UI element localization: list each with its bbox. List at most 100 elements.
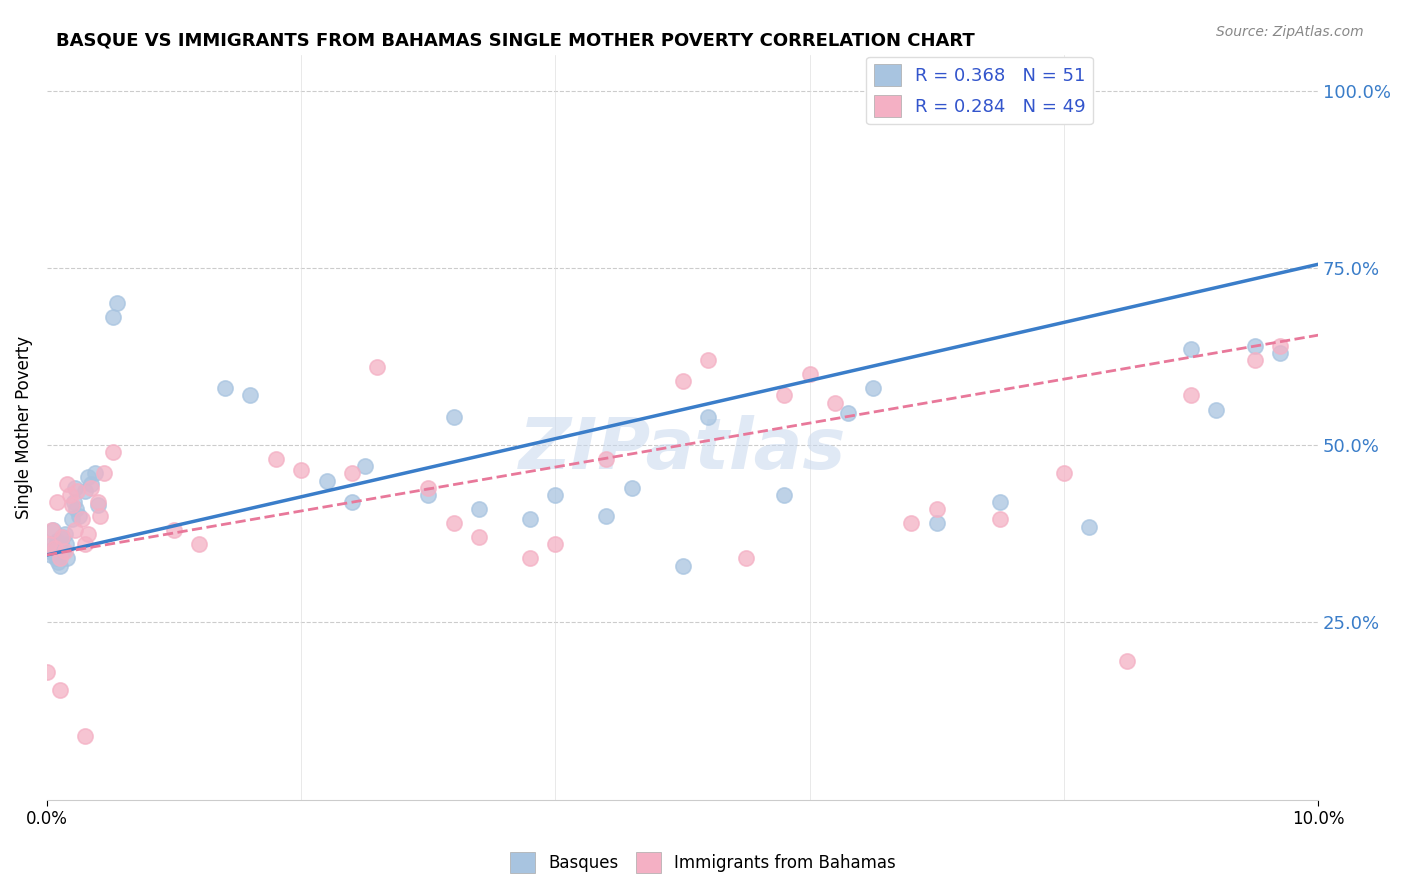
Point [73, 729, 96, 743]
Point [38, 537, 60, 551]
Point [76, 470, 98, 484]
Point [46, 495, 69, 509]
Point [46, 555, 69, 569]
Point [239, 388, 262, 402]
Point [66, 484, 89, 499]
Point [84, 467, 107, 481]
Point [824, 395, 846, 409]
Point [67, 508, 90, 523]
Point [72, 512, 94, 526]
Point [340, 467, 363, 481]
Point [49, 537, 72, 551]
Point [925, 516, 948, 530]
Point [544, 537, 567, 551]
Point [418, 481, 440, 495]
Point [1053, 467, 1076, 481]
Point [163, 523, 186, 537]
Point [44, 541, 66, 555]
Point [73, 484, 96, 499]
Point [73, 537, 96, 551]
Point [1243, 353, 1265, 368]
Point [46, 533, 69, 548]
Point [1268, 339, 1291, 353]
Point [340, 495, 363, 509]
Point [89, 508, 111, 523]
Point [101, 310, 124, 325]
Point [418, 488, 440, 502]
Point [290, 463, 312, 477]
Point [56, 551, 79, 566]
Point [101, 445, 124, 459]
Point [80, 477, 103, 491]
Point [443, 409, 465, 424]
Point [519, 512, 541, 526]
Text: Source: ZipAtlas.com: Source: ZipAtlas.com [1216, 25, 1364, 39]
Point [87, 495, 110, 509]
Point [51, 530, 73, 544]
Point [468, 530, 491, 544]
Text: ZIPatlas: ZIPatlas [519, 415, 846, 484]
Point [48, 682, 70, 697]
Point [1078, 519, 1101, 533]
Point [53, 544, 76, 558]
Point [519, 551, 541, 566]
Point [925, 501, 948, 516]
Point [214, 381, 236, 395]
Point [63, 481, 86, 495]
Point [188, 537, 211, 551]
Point [443, 516, 465, 530]
Point [48, 551, 70, 566]
Point [59, 488, 82, 502]
Point [837, 406, 859, 420]
Point [697, 409, 720, 424]
Point [595, 452, 617, 467]
Point [620, 481, 643, 495]
Point [41, 537, 63, 551]
Point [773, 388, 796, 402]
Point [52, 544, 75, 558]
Point [42, 523, 65, 537]
Legend: R = 0.368   N = 51, R = 0.284   N = 49: R = 0.368 N = 51, R = 0.284 N = 49 [866, 57, 1092, 124]
Point [105, 296, 128, 310]
Point [44, 541, 66, 555]
Point [697, 353, 720, 368]
Y-axis label: Single Mother Poverty: Single Mother Poverty [15, 335, 32, 519]
Point [1205, 402, 1227, 417]
Point [80, 481, 103, 495]
Point [671, 558, 693, 573]
Point [595, 508, 617, 523]
Text: BASQUE VS IMMIGRANTS FROM BAHAMAS SINGLE MOTHER POVERTY CORRELATION CHART: BASQUE VS IMMIGRANTS FROM BAHAMAS SINGLE… [56, 31, 974, 49]
Point [988, 495, 1011, 509]
Point [366, 360, 388, 375]
Point [51, 530, 73, 544]
Point [60, 512, 83, 526]
Point [65, 501, 87, 516]
Point [41, 523, 63, 537]
Point [315, 474, 337, 488]
Point [1268, 346, 1291, 360]
Point [53, 526, 76, 541]
Point [45, 551, 67, 566]
Point [48, 558, 70, 573]
Point [900, 516, 922, 530]
Point [93, 467, 115, 481]
Point [38, 544, 60, 558]
Point [353, 459, 375, 474]
Point [1116, 654, 1139, 668]
Point [87, 498, 110, 512]
Point [56, 477, 79, 491]
Point [60, 498, 83, 512]
Point [773, 488, 796, 502]
Point [55, 537, 77, 551]
Point [62, 495, 84, 509]
Point [468, 501, 491, 516]
Point [1180, 343, 1202, 357]
Point [35, 665, 58, 679]
Point [264, 452, 287, 467]
Point [735, 551, 758, 566]
Point [1243, 339, 1265, 353]
Point [988, 512, 1011, 526]
Point [544, 488, 567, 502]
Point [862, 381, 884, 395]
Point [39, 548, 62, 562]
